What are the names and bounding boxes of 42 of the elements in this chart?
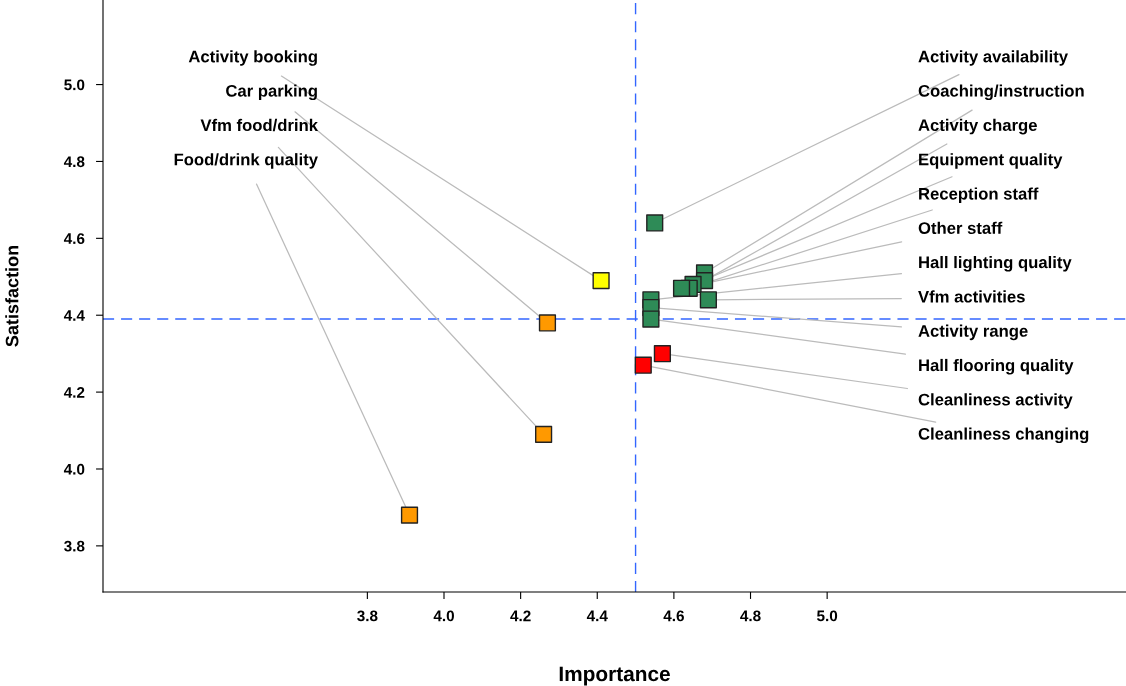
point: [592, 272, 610, 290]
y-tick-label: 4.4: [63, 310, 85, 321]
x-tick-label: 4.8: [740, 610, 761, 622]
annotation: Hall lighting quality: [919, 256, 1072, 272]
annotation: Food/drink quality: [174, 153, 318, 169]
y-tick-label: 4.0: [63, 463, 85, 475]
point: [634, 356, 652, 374]
y-tick-label: 4.2: [63, 386, 85, 398]
x-tick-label: 5.0: [817, 610, 838, 622]
point: [642, 310, 660, 328]
point: [535, 425, 553, 444]
x-axis-title: Importance: [559, 666, 670, 686]
point: [653, 345, 672, 363]
y-tick-label: 4.6: [63, 233, 85, 245]
annotation: Hall flooring quality: [919, 358, 1074, 375]
point: [400, 506, 419, 524]
x-tick-label: 4.6: [663, 610, 684, 622]
y-tick-label: 4.8: [63, 156, 85, 168]
annotation: Other staff: [918, 221, 1003, 234]
y-tick-label: 3.8: [64, 540, 85, 552]
point: [672, 279, 691, 297]
point: [646, 214, 664, 232]
x-tick-label: 3.8: [357, 610, 378, 622]
y-tick-label: 5.0: [64, 79, 85, 91]
annotation: Activity charge: [918, 118, 1037, 135]
annotation: Vfm food/drink: [200, 118, 319, 132]
annotation: Activity booking: [188, 50, 317, 66]
annotation: Car parking: [226, 84, 317, 101]
annotation: Coaching/instruction: [918, 84, 1084, 101]
annotation: Equipment quality: [919, 153, 1063, 169]
x-tick-label: 4.2: [510, 610, 531, 622]
y-axis-title: Satisfaction: [5, 245, 19, 347]
x-tick-label: 4.4: [586, 610, 608, 622]
annotation: Cleanliness changing: [918, 427, 1089, 444]
annotation: Activity availability: [918, 50, 1068, 66]
annotation: Cleanliness activity: [918, 393, 1073, 409]
annotation: Activity range: [918, 324, 1028, 341]
annotation: Reception staff: [919, 187, 1039, 203]
point: [699, 291, 717, 309]
annotation: Vfm activities: [918, 290, 1025, 303]
x-tick-label: 4.0: [433, 610, 454, 622]
point: [538, 314, 557, 332]
